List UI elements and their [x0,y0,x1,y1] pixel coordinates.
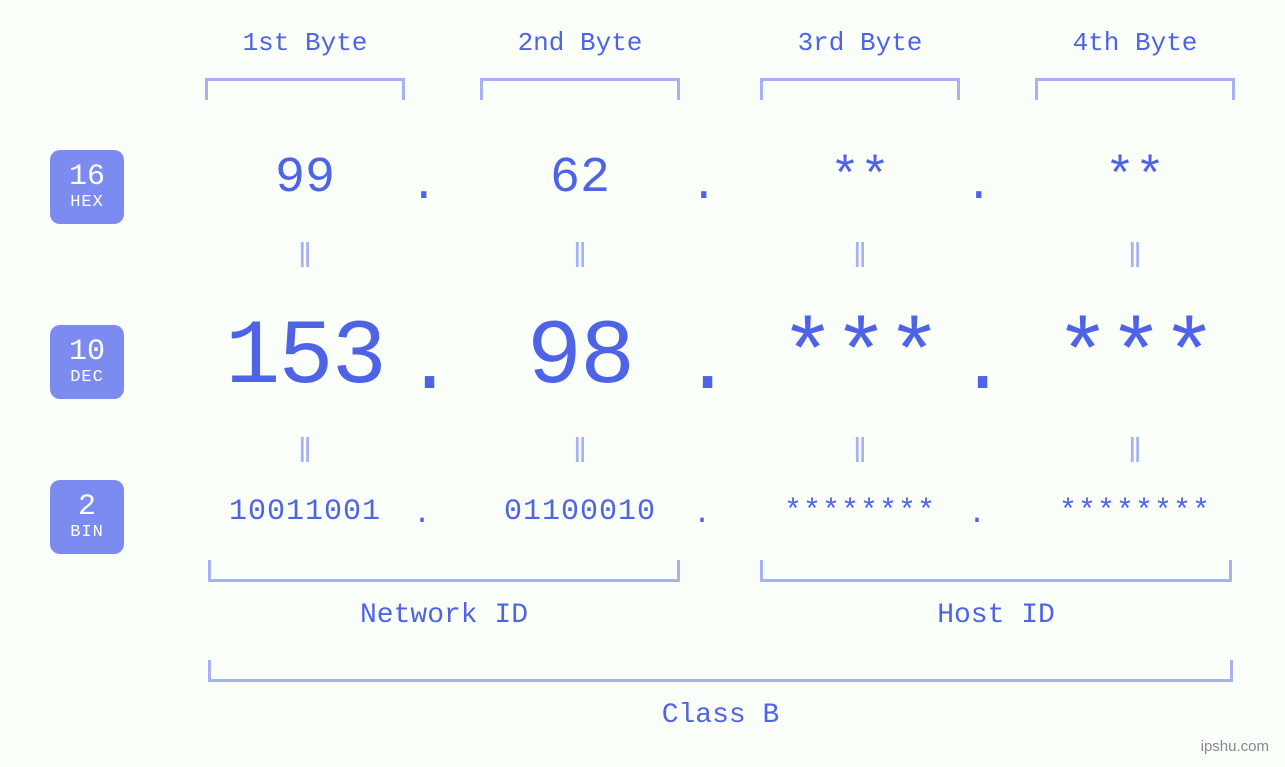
bin-value: ******** [735,495,985,529]
hex-value: 99 [180,150,430,207]
dec-value: *** [735,305,985,410]
byte-label: 1st Byte [180,28,430,58]
hex-value: ** [1010,150,1260,207]
badge-hex-lbl: HEX [70,194,104,212]
dot-separator: . [958,320,1007,413]
dot-separator: . [690,160,718,212]
network-bracket-icon [208,560,680,582]
equals-icon: ǁ [455,435,705,473]
equals-icon: ǁ [735,435,985,473]
class-label: Class B [208,700,1233,731]
ip-diagram: 16 HEX 10 DEC 2 BIN 1st Byte 99 ǁ 153 ǁ … [0,0,1285,767]
dot-separator: . [405,320,454,413]
dot-separator: . [968,498,986,532]
dec-value: 98 [455,305,705,410]
top-bracket-icon [760,78,960,100]
watermark: ipshu.com [1201,738,1269,755]
equals-icon: ǁ [1010,240,1260,278]
equals-icon: ǁ [455,240,705,278]
dot-separator: . [410,160,438,212]
bin-value: 01100010 [455,495,705,529]
dot-separator: . [413,498,431,532]
badge-hex: 16 HEX [50,150,124,224]
dec-value: *** [1010,305,1260,410]
badge-bin-num: 2 [78,492,96,524]
hex-value: 62 [455,150,705,207]
host-id-label: Host ID [760,600,1232,631]
bin-value: ******** [1010,495,1260,529]
network-id-label: Network ID [208,600,680,631]
equals-icon: ǁ [735,240,985,278]
dot-separator: . [693,498,711,532]
host-bracket-icon [760,560,1232,582]
equals-icon: ǁ [1010,435,1260,473]
top-bracket-icon [480,78,680,100]
bin-value: 10011001 [180,495,430,529]
class-bracket-icon [208,660,1233,682]
badge-dec-lbl: DEC [70,369,104,387]
equals-icon: ǁ [180,435,430,473]
top-bracket-icon [205,78,405,100]
dot-separator: . [683,320,732,413]
byte-label: 4th Byte [1010,28,1260,58]
badge-bin-lbl: BIN [70,524,104,542]
badge-bin: 2 BIN [50,480,124,554]
hex-value: ** [735,150,985,207]
dec-value: 153 [180,305,430,410]
byte-label: 2nd Byte [455,28,705,58]
badge-dec-num: 10 [69,337,105,369]
top-bracket-icon [1035,78,1235,100]
badge-hex-num: 16 [69,162,105,194]
byte-label: 3rd Byte [735,28,985,58]
equals-icon: ǁ [180,240,430,278]
dot-separator: . [965,160,993,212]
badge-dec: 10 DEC [50,325,124,399]
